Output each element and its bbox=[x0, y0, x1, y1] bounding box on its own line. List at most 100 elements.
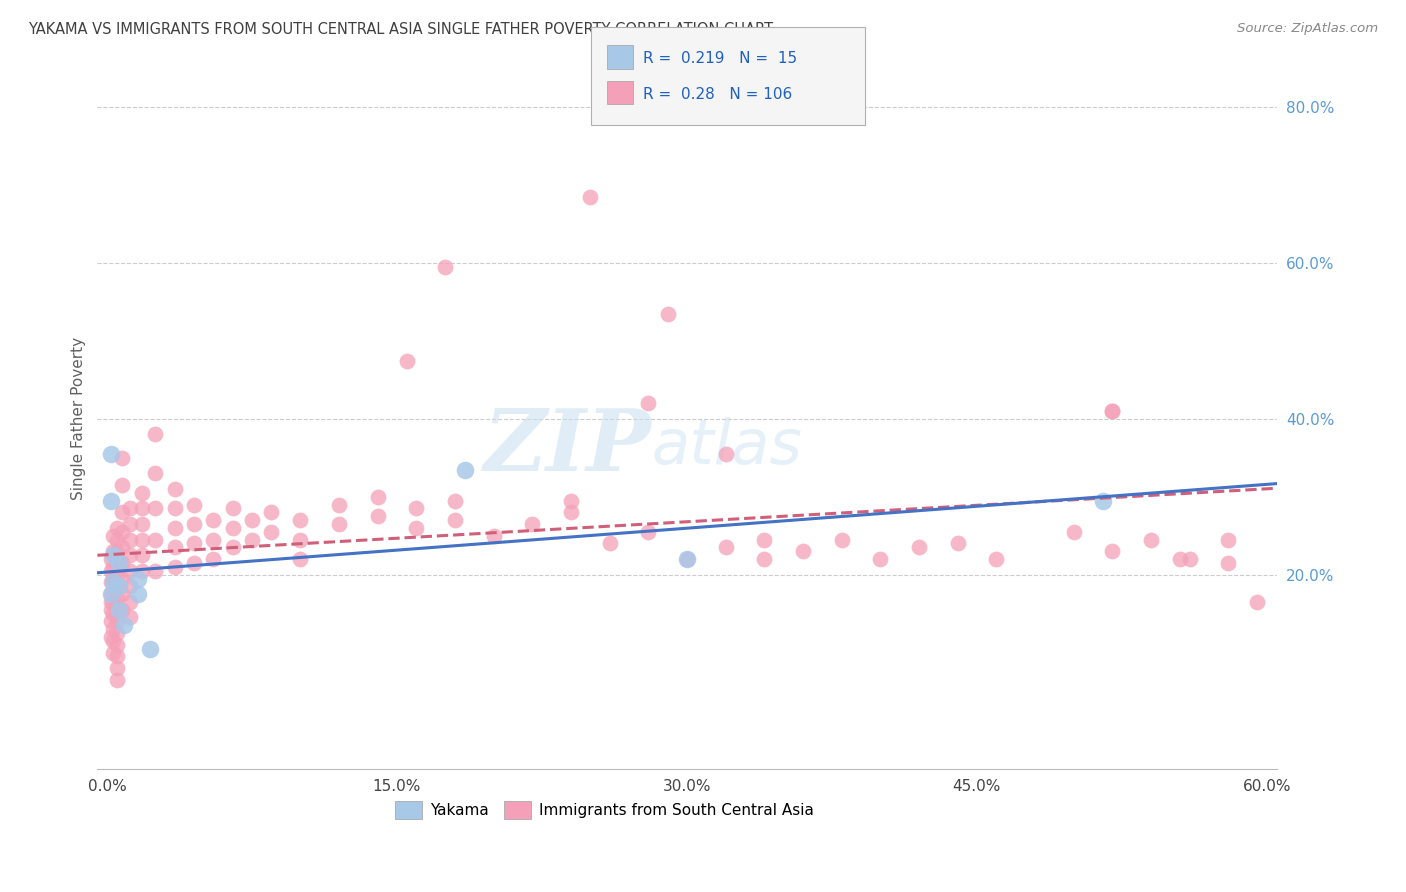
Point bbox=[105, 556, 128, 570]
Point bbox=[290, 513, 312, 527]
Point bbox=[453, 462, 475, 476]
Point bbox=[221, 521, 243, 535]
Point bbox=[131, 533, 153, 547]
Point bbox=[163, 559, 186, 574]
Point bbox=[120, 533, 142, 547]
Text: R =  0.28   N = 106: R = 0.28 N = 106 bbox=[643, 87, 792, 102]
Point bbox=[143, 427, 166, 442]
Point bbox=[395, 353, 418, 368]
Point bbox=[482, 529, 505, 543]
Point bbox=[107, 579, 129, 593]
Point bbox=[163, 521, 186, 535]
Point bbox=[138, 641, 160, 656]
Point bbox=[221, 541, 243, 555]
Point bbox=[120, 548, 142, 562]
Point bbox=[111, 587, 134, 601]
Point bbox=[100, 587, 122, 601]
Point bbox=[367, 490, 389, 504]
Point bbox=[100, 595, 122, 609]
Point bbox=[240, 513, 263, 527]
Point bbox=[112, 618, 135, 632]
Text: Source: ZipAtlas.com: Source: ZipAtlas.com bbox=[1237, 22, 1378, 36]
Point bbox=[101, 607, 124, 621]
Point bbox=[202, 533, 225, 547]
Point bbox=[560, 493, 582, 508]
Point bbox=[1246, 595, 1268, 609]
Point bbox=[260, 524, 283, 539]
Point bbox=[637, 396, 659, 410]
Point bbox=[444, 493, 467, 508]
Point bbox=[100, 575, 122, 590]
Point bbox=[405, 521, 427, 535]
Point bbox=[131, 548, 153, 562]
Point bbox=[111, 505, 134, 519]
Point bbox=[107, 602, 129, 616]
Point bbox=[101, 559, 124, 574]
Point bbox=[100, 564, 122, 578]
Legend: Yakama, Immigrants from South Central Asia: Yakama, Immigrants from South Central As… bbox=[388, 795, 820, 825]
Point bbox=[1218, 556, 1240, 570]
Point bbox=[657, 307, 679, 321]
Point bbox=[101, 575, 124, 590]
Point bbox=[111, 524, 134, 539]
Point bbox=[131, 516, 153, 531]
Text: YAKAMA VS IMMIGRANTS FROM SOUTH CENTRAL ASIA SINGLE FATHER POVERTY CORRELATION C: YAKAMA VS IMMIGRANTS FROM SOUTH CENTRAL … bbox=[28, 22, 773, 37]
Point bbox=[100, 552, 122, 566]
Point bbox=[105, 638, 128, 652]
Point bbox=[120, 564, 142, 578]
Point bbox=[131, 501, 153, 516]
Point bbox=[1178, 552, 1201, 566]
Point bbox=[111, 478, 134, 492]
Point bbox=[143, 501, 166, 516]
Point bbox=[328, 516, 350, 531]
Point bbox=[946, 536, 969, 550]
Point bbox=[131, 564, 153, 578]
Point bbox=[105, 579, 128, 593]
Point bbox=[105, 591, 128, 605]
Point bbox=[105, 602, 128, 616]
Point bbox=[105, 661, 128, 675]
Point bbox=[131, 486, 153, 500]
Point bbox=[163, 501, 186, 516]
Point bbox=[240, 533, 263, 547]
Point bbox=[120, 516, 142, 531]
Point bbox=[221, 501, 243, 516]
Point bbox=[1140, 533, 1163, 547]
Point bbox=[111, 541, 134, 555]
Point bbox=[100, 615, 122, 629]
Point bbox=[105, 521, 128, 535]
Point bbox=[111, 450, 134, 465]
Point bbox=[143, 467, 166, 481]
Point bbox=[101, 633, 124, 648]
Point bbox=[101, 544, 124, 558]
Y-axis label: Single Father Poverty: Single Father Poverty bbox=[72, 337, 86, 500]
Point bbox=[869, 552, 891, 566]
Point bbox=[105, 673, 128, 687]
Point bbox=[260, 505, 283, 519]
Point bbox=[101, 529, 124, 543]
Point bbox=[1101, 404, 1123, 418]
Point bbox=[111, 572, 134, 586]
Point bbox=[183, 556, 205, 570]
Point bbox=[792, 544, 814, 558]
Point bbox=[120, 610, 142, 624]
Point bbox=[105, 533, 128, 547]
Point bbox=[560, 505, 582, 519]
Point bbox=[127, 572, 149, 586]
Point bbox=[714, 541, 737, 555]
Point bbox=[143, 533, 166, 547]
Text: ZIP: ZIP bbox=[484, 405, 651, 489]
Point bbox=[100, 493, 122, 508]
Point bbox=[101, 622, 124, 636]
Point bbox=[908, 541, 931, 555]
Point bbox=[183, 516, 205, 531]
Point bbox=[101, 548, 124, 562]
Point bbox=[127, 587, 149, 601]
Point bbox=[328, 498, 350, 512]
Point bbox=[120, 595, 142, 609]
Point bbox=[183, 536, 205, 550]
Point bbox=[120, 579, 142, 593]
Point bbox=[599, 536, 621, 550]
Text: atlas: atlas bbox=[651, 417, 803, 477]
Point bbox=[986, 552, 1008, 566]
